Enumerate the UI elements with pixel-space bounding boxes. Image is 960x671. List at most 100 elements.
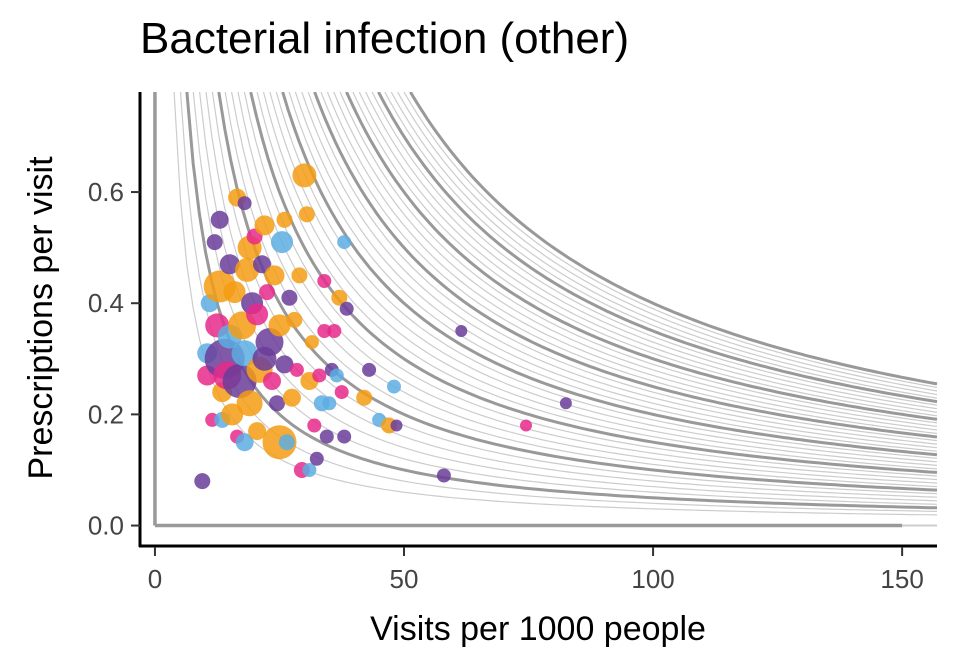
reference-curve-minor [179,92,938,512]
data-point [309,451,324,466]
data-point [269,395,285,412]
data-point [236,390,263,417]
reference-curve-major [345,92,938,421]
reference-curve-minor [231,92,938,484]
data-point [559,397,572,410]
data-point [259,284,275,301]
x-tick-label: 100 [631,564,674,594]
data-point [286,311,303,328]
data-point [520,419,532,432]
data-point [436,468,451,483]
x-tick-label: 50 [390,564,419,594]
data-point [223,281,246,304]
data-point [327,324,342,338]
data-point [221,403,244,426]
reference-curve-minor [243,92,938,477]
data-point [246,303,269,326]
data-point [253,255,271,274]
reference-curve-minor [288,92,938,452]
data-point [282,388,301,407]
reference-curve-major [281,92,938,457]
reference-curve-minor [358,92,938,413]
reference-curves [153,92,938,528]
y-tick-label: 0.0 [88,511,124,541]
data-point [339,301,354,316]
reference-curve-minor [275,92,938,459]
data-point [276,211,293,228]
data-point [235,433,254,452]
data-point [334,385,349,400]
reference-curve-minor [301,92,938,445]
data-point [455,325,468,337]
reference-curve-major [249,92,938,474]
data-point [304,335,319,350]
reference-curve-minor [256,92,938,470]
data-point [264,265,285,286]
data-point [263,372,281,390]
x-axis-title: Visits per 1000 people [370,610,706,648]
reference-curve-minor [365,92,938,410]
data-point [337,429,352,444]
data-point [237,196,252,211]
chart-title: Bacterial infection (other) [140,14,630,63]
data-point [210,210,229,229]
data-point [307,418,322,433]
reference-curve-minor [403,92,938,389]
data-point [387,379,401,394]
data-point [206,234,223,251]
y-tick-label: 0.2 [88,399,124,429]
reference-curve-minor [262,92,938,466]
axis-ticks: 0 50 100 150 0.0 0.2 0.4 0.6 [88,177,924,594]
data-point [292,163,317,188]
data-point [317,324,332,338]
data-point [275,355,294,374]
data-points [194,163,572,490]
y-axis-title: Prescriptions per visit [22,156,60,480]
reference-curve-minor [211,92,938,495]
data-point [390,419,403,432]
reference-curve-minor [237,92,938,481]
reference-curve-minor [326,92,938,431]
reference-curve-minor [224,92,938,488]
data-point [291,267,308,284]
x-tick-label: 150 [880,564,923,594]
reference-curve-major [377,92,938,404]
reference-curve-minor [269,92,938,463]
data-point [331,289,348,306]
x-tick-label: 0 [148,564,162,594]
y-tick-label: 0.6 [88,177,124,207]
reference-curve-minor [352,92,938,417]
reference-curve-major [313,92,938,439]
reference-curve-minor [390,92,938,396]
data-point [362,362,377,377]
data-point [268,314,291,337]
data-point [254,215,275,236]
data-point [194,473,211,490]
data-point [219,254,240,275]
data-point [289,362,304,377]
data-point [271,231,293,254]
reference-curve-minor [320,92,938,435]
data-point [337,235,352,250]
reference-curve-minor [397,92,938,392]
data-point [312,368,327,383]
data-point [356,389,373,406]
reference-curve-major [185,92,938,510]
data-point [329,368,344,383]
data-point [278,434,295,451]
reference-curve-minor [333,92,938,427]
data-point [302,463,317,477]
data-point [231,340,258,367]
data-point [319,429,334,444]
data-point [248,422,267,441]
data-point [281,289,298,306]
reference-curve-minor [307,92,938,442]
reference-curve-major [409,92,938,386]
data-point [322,396,337,411]
data-point [317,274,332,288]
reference-curve-minor [371,92,938,406]
reference-curve-minor [384,92,938,399]
reference-curve-minor [339,92,938,424]
y-tick-label: 0.4 [88,288,124,318]
